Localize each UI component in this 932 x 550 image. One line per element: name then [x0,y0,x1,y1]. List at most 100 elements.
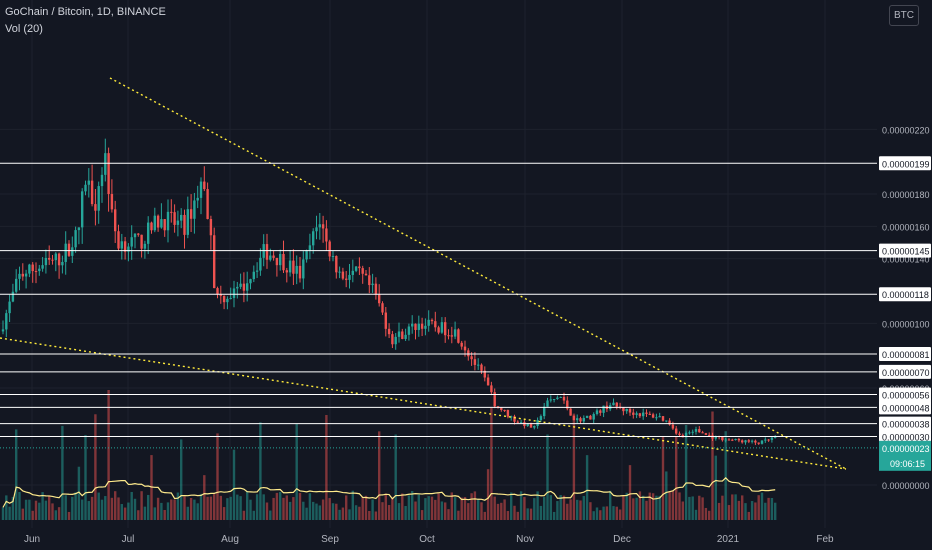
candle-body [671,424,675,429]
volume-bar [90,496,94,520]
volume-bar [453,497,457,520]
volume-bar [64,495,67,520]
volume-bar [503,499,506,520]
volume-bar [546,434,549,520]
candle-body [41,265,44,269]
candle-body [595,410,599,415]
volume-bar [387,505,391,520]
candle-body [74,230,77,248]
volume-bar [87,501,90,520]
candle-body [678,433,681,436]
volume-bar [130,491,133,520]
volume-bar [420,510,424,520]
candle-body [437,327,440,333]
volume-bar [110,497,114,520]
volume-bar [371,499,374,520]
volume-bar [556,501,559,520]
volume-bar [414,501,417,520]
volume-bar [28,499,31,520]
volume-bar [724,431,727,520]
volume-bar [500,502,503,520]
candle-body [493,392,496,407]
level-price-tag [879,364,931,379]
volume-bar [430,496,434,520]
volume-bar [642,495,645,520]
candle-body [259,257,262,271]
currency-badge[interactable]: BTC [889,5,919,26]
volume-bar [180,439,183,520]
volume-indicator-label[interactable]: Vol (20) [5,23,43,35]
volume-bar [206,496,209,520]
candle-body [308,245,312,251]
volume-bar [219,495,222,520]
candle-body [328,241,331,257]
volume-bar [364,495,368,520]
volume-bar [193,499,196,520]
candle-body [150,222,153,231]
candle-body [279,253,282,266]
volume-bar [585,455,589,520]
volume-bar [163,509,166,520]
volume-bar [450,492,453,520]
candle-body [57,253,61,266]
horizontal-levels: 0.00000199 0.00000145 0.00000118 0.00000081… [0,156,931,471]
volume-bar [48,496,51,520]
last-price-label: 0.00000023 [882,444,930,454]
candle-body [744,440,747,443]
candle-body [457,329,460,343]
level-price-label: 0.00000070 [882,368,930,378]
volume-bar [354,505,358,520]
volume-bar [24,499,28,520]
volume-bar [638,491,642,520]
volume-bar [222,507,226,520]
level-price-tag [879,429,931,444]
volume-bar [384,493,387,520]
candle-body [269,255,272,260]
volume-bar [615,506,618,520]
symbol-title[interactable]: GoChain / Bitcoin, 1D, BINANCE [5,6,166,18]
candle-body [374,283,378,295]
candle-body [450,335,453,337]
candle-body [460,342,463,347]
candle-body [559,397,562,399]
level-price-tag [879,287,931,302]
candle-body [490,385,493,393]
volume-bar [477,499,480,520]
candle-body [292,260,295,274]
volume-bar [183,496,186,520]
price-tick-label: 0.00000160 [882,222,930,232]
candle-body [510,416,513,418]
trendline-support [0,337,847,470]
volume-bar [717,502,721,520]
volume-bar [519,491,523,520]
candle-body [721,436,724,441]
volume-bar [757,495,760,520]
candle-body [288,260,292,273]
candle-body [453,329,457,337]
candle-body [480,364,483,371]
volume-bar [34,500,38,520]
level-price-label: 0.00000081 [882,350,930,360]
level-price-tag [879,156,931,171]
candle-body [701,432,704,434]
volume-bar [704,507,708,520]
volume-bar [358,506,361,520]
candle-body [275,257,279,266]
volume-bar [226,498,229,520]
candle-body [430,319,434,322]
candle-body [602,405,605,413]
candle-body [94,204,97,211]
volume-bar [737,500,741,520]
level-price-label: 0.00000038 [882,420,930,430]
volume-bar [770,498,774,520]
volume-bar [38,502,41,520]
candle-body [156,215,160,228]
time-tick-label: Jun [24,534,40,545]
volume-bar [255,494,259,520]
candle-body [622,407,625,412]
time-tick-label: Feb [816,534,834,545]
volume-bar [648,492,651,520]
candle-body [295,265,298,274]
volume-bar [493,496,496,520]
